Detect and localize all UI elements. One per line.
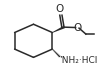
Text: O: O — [56, 4, 64, 14]
Text: O: O — [73, 23, 81, 32]
Text: ’NH₂·HCl: ’NH₂·HCl — [60, 56, 98, 65]
Polygon shape — [52, 26, 65, 33]
